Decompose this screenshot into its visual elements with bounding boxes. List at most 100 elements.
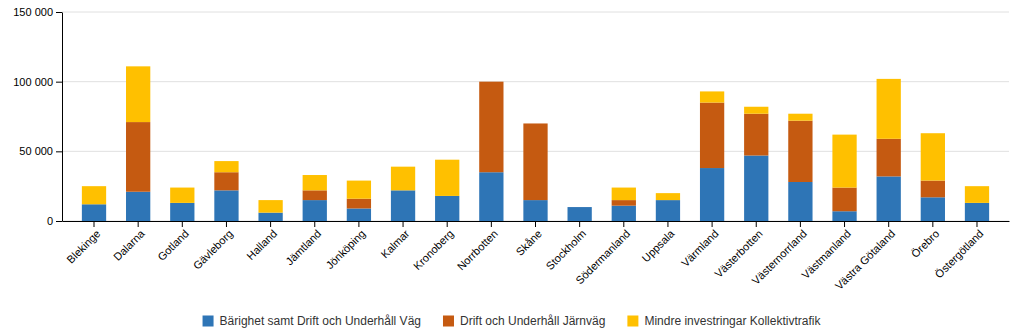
- bar: [523, 123, 547, 124]
- bar: [214, 172, 238, 190]
- x-tick-mark: [844, 221, 845, 227]
- bar: [479, 172, 503, 221]
- bar: [126, 192, 150, 221]
- x-tick: Halland: [244, 221, 279, 262]
- bars: [82, 66, 989, 221]
- bar: [214, 161, 238, 172]
- bar: [700, 103, 724, 168]
- plot: 0 50 000 100 000 150 000 BlekingeDalarnaGotl…: [13, 6, 1009, 292]
- y-tick-mark: [56, 221, 62, 222]
- x-tick: Stockholm: [543, 221, 588, 272]
- bar: [347, 181, 371, 199]
- bar: [612, 206, 636, 221]
- bar: [479, 81, 503, 82]
- x-tick-mark: [314, 221, 315, 227]
- x-tick: Värmland: [679, 221, 721, 269]
- y-tick-label: 100 000: [13, 76, 53, 88]
- bar: [744, 156, 768, 221]
- legend: Bärighet samt Drift och Underhåll Väg Dri…: [203, 314, 822, 328]
- bar: [568, 207, 592, 221]
- y-tick-mark: [56, 12, 62, 13]
- grid: [62, 12, 1009, 221]
- x-tick-mark: [976, 221, 977, 227]
- legend-label: Mindre investringar Kollektivtrafik: [644, 314, 821, 328]
- bar: [347, 199, 371, 209]
- y-tick-label: 0: [47, 215, 53, 227]
- y-tick: 100 000: [13, 76, 62, 88]
- x-tick-mark: [579, 221, 580, 227]
- x-tick-label: Halland: [244, 227, 279, 262]
- x-tick-label: Kronoberg: [411, 227, 456, 272]
- legend-label: Drift och Underhåll Järnväg: [460, 314, 605, 328]
- bar: [126, 122, 150, 192]
- bar: [126, 66, 150, 122]
- y-tick-mark: [56, 82, 62, 83]
- y-axis: 0 50 000 100 000 150 000: [13, 6, 62, 227]
- legend-swatch: [443, 316, 454, 327]
- x-tick-mark: [182, 221, 183, 227]
- y-tick-label: 150 000: [13, 6, 53, 18]
- bar: [877, 79, 901, 139]
- x-tick-mark: [623, 221, 624, 227]
- bar: [347, 208, 371, 221]
- x-tick-mark: [138, 221, 139, 227]
- y-tick-mark: [56, 151, 62, 152]
- bar: [568, 207, 592, 208]
- x-tick-label: Västernorrland: [749, 227, 809, 287]
- x-tick-mark: [932, 221, 933, 227]
- x-axis: BlekingeDalarnaGotlandGävleborg HallandJä…: [63, 221, 1010, 292]
- x-tick: Gotland: [155, 221, 191, 263]
- bar: [170, 188, 194, 203]
- x-tick-label: Östergötland: [933, 227, 986, 280]
- x-tick-label: Gävleborg: [191, 227, 235, 271]
- bar: [788, 121, 812, 182]
- y-tick: 150 000: [13, 6, 62, 18]
- bar: [744, 107, 768, 114]
- x-tick-label: Stockholm: [543, 227, 588, 272]
- x-tick: Jämtland: [283, 221, 323, 267]
- x-tick-mark: [667, 221, 668, 227]
- legend-swatch: [203, 316, 214, 327]
- bar: [258, 200, 282, 213]
- bar: [965, 203, 989, 221]
- legend-item: Mindre investringar Kollektivtrafik: [627, 314, 821, 328]
- x-tick: Skåne: [514, 221, 545, 258]
- y-tick: 50 000: [19, 145, 62, 157]
- x-tick-label: Värmland: [679, 227, 721, 269]
- bar: [965, 186, 989, 203]
- bar: [832, 135, 856, 188]
- x-tick-mark: [270, 221, 271, 227]
- x-tick-mark: [226, 221, 227, 227]
- bar: [700, 91, 724, 102]
- x-tick: Södermanland: [573, 221, 632, 286]
- x-tick-label: Gotland: [155, 227, 191, 263]
- bar: [82, 186, 106, 204]
- x-tick: Västernorrland: [749, 221, 809, 287]
- bar: [612, 188, 636, 201]
- x-tick-label: Dalarna: [111, 227, 147, 263]
- x-tick-label: Örebro: [909, 227, 942, 260]
- x-tick-label: Uppsala: [639, 227, 677, 265]
- x-tick-label: Blekinge: [64, 227, 102, 265]
- x-tick-mark: [756, 221, 757, 227]
- x-tick: Norrbotten: [455, 221, 500, 273]
- x-tick-label: Norrbotten: [455, 227, 500, 272]
- x-tick-mark: [491, 221, 492, 227]
- x-tick-mark: [535, 221, 536, 227]
- x-tick-label: Västra Götaland: [833, 227, 898, 292]
- x-tick-label: Skåne: [514, 227, 545, 258]
- legend-item: Drift och Underhåll Järnväg: [443, 314, 605, 328]
- legend-label: Bärighet samt Drift och Underhåll Väg: [220, 314, 421, 328]
- bar: [391, 167, 415, 191]
- bar: [744, 114, 768, 156]
- x-tick-label: Jämtland: [283, 227, 323, 267]
- bar: [303, 200, 327, 221]
- x-tick-label: Södermanland: [573, 227, 632, 286]
- bar: [700, 168, 724, 221]
- bar: [788, 114, 812, 121]
- x-tick: Örebro: [909, 221, 942, 260]
- bar: [435, 196, 459, 221]
- bar: [656, 193, 680, 200]
- bar: [479, 82, 503, 173]
- x-tick-mark: [712, 221, 713, 227]
